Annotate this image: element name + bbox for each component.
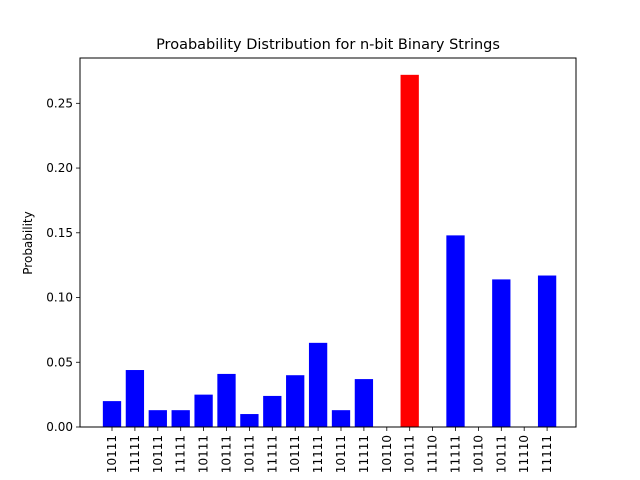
x-tick-label: 10110 [380,435,394,473]
x-tick-label: 10111 [220,435,234,473]
chart-title: Proabability Distribution for n-bit Bina… [156,37,500,53]
bar [102,401,122,427]
x-tick-label: 11111 [128,435,142,473]
bar [217,373,236,427]
bar [537,275,557,427]
x-tick-label: 11111 [311,435,325,473]
bar [194,394,213,427]
bar [331,410,351,427]
bar [148,410,167,427]
y-tick-label: 0.05 [46,355,73,369]
bar [492,279,511,427]
x-tick-label: 11111 [174,435,188,473]
x-tick-label: 10110 [471,435,485,473]
y-tick-label: 0.00 [46,420,73,434]
y-tick-label: 0.15 [46,226,73,240]
y-tick-label: 0.20 [46,161,73,175]
x-tick-label: 10111 [151,435,165,473]
x-tick-label: 11110 [517,435,531,473]
x-tick-label: 11111 [357,435,371,473]
bar [354,379,374,427]
x-tick-label: 10111 [242,435,256,473]
bar [446,235,465,427]
x-tick-label: 10111 [334,435,348,473]
y-tick-label: 0.25 [46,96,73,110]
y-axis: 0.00 0.05 0.10 0.15 0.20 0.25 [46,96,80,434]
bar [308,342,328,427]
plot-frame [79,57,577,428]
y-tick-label: 0.10 [46,291,73,305]
bar [263,395,282,427]
bar [286,375,305,427]
bar [240,414,259,427]
bar [400,74,419,427]
x-tick-label: 11111 [265,435,279,473]
x-axis: 10111 11111 10111 11111 10111 10111 10111 11111… [105,427,554,473]
bar [125,370,145,427]
x-tick-label: 11111 [449,435,463,473]
x-tick-label: 10111 [494,435,508,473]
x-tick-label: 10111 [403,435,417,473]
x-tick-label: 10111 [197,435,211,473]
x-tick-label: 11110 [426,435,440,473]
bar-series [102,74,557,427]
x-tick-label: 11111 [540,435,554,473]
bar [171,410,190,427]
x-tick-label: 10111 [105,435,119,473]
x-tick-label: 10111 [288,435,302,473]
y-axis-label: Probability [21,211,35,274]
